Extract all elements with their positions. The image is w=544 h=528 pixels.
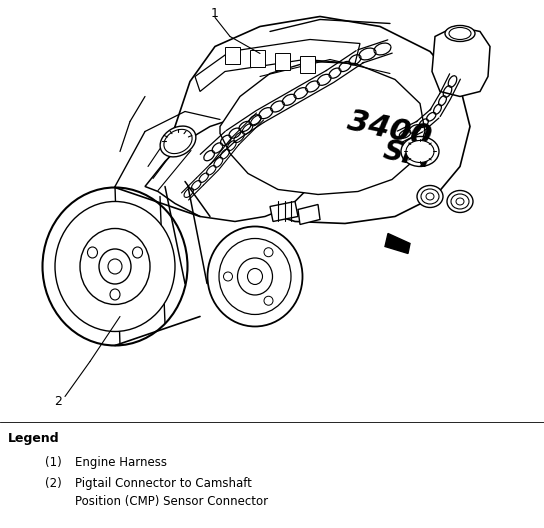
Ellipse shape [88, 247, 97, 258]
Ellipse shape [133, 247, 143, 258]
Ellipse shape [99, 249, 131, 284]
Ellipse shape [160, 126, 196, 157]
Ellipse shape [426, 193, 434, 200]
Ellipse shape [445, 25, 475, 42]
Ellipse shape [110, 289, 120, 300]
Polygon shape [175, 16, 470, 223]
Text: Position (CMP) Sensor Connector: Position (CMP) Sensor Connector [75, 495, 268, 508]
Ellipse shape [264, 296, 273, 305]
Text: 1: 1 [211, 7, 219, 20]
Polygon shape [145, 114, 320, 221]
Polygon shape [275, 53, 290, 70]
Ellipse shape [42, 187, 188, 345]
Ellipse shape [80, 229, 150, 305]
Text: Legend: Legend [8, 432, 60, 445]
Ellipse shape [224, 272, 232, 281]
Ellipse shape [207, 227, 302, 326]
Ellipse shape [219, 239, 291, 315]
Polygon shape [432, 26, 490, 97]
Text: 3400: 3400 [345, 107, 434, 153]
Ellipse shape [417, 185, 443, 208]
Ellipse shape [421, 189, 439, 204]
Text: Pigtail Connector to Camshaft: Pigtail Connector to Camshaft [75, 477, 252, 490]
Ellipse shape [55, 202, 175, 332]
Polygon shape [195, 40, 360, 91]
Text: SFI: SFI [380, 137, 434, 174]
Polygon shape [225, 48, 240, 64]
Text: 2: 2 [54, 395, 62, 408]
Ellipse shape [108, 259, 122, 274]
Ellipse shape [164, 129, 192, 154]
Ellipse shape [238, 258, 273, 295]
Polygon shape [385, 233, 410, 253]
Polygon shape [220, 61, 425, 194]
Text: Engine Harness: Engine Harness [75, 456, 167, 469]
Ellipse shape [406, 140, 434, 163]
Ellipse shape [401, 136, 439, 166]
Ellipse shape [248, 268, 263, 285]
Text: (1): (1) [45, 456, 62, 469]
Ellipse shape [456, 198, 464, 205]
Text: (2): (2) [45, 477, 62, 490]
Ellipse shape [451, 194, 469, 209]
Ellipse shape [447, 191, 473, 212]
Polygon shape [300, 56, 315, 73]
Polygon shape [298, 204, 320, 224]
Ellipse shape [264, 248, 273, 257]
Polygon shape [270, 202, 298, 221]
Polygon shape [250, 51, 265, 68]
Ellipse shape [449, 27, 471, 40]
